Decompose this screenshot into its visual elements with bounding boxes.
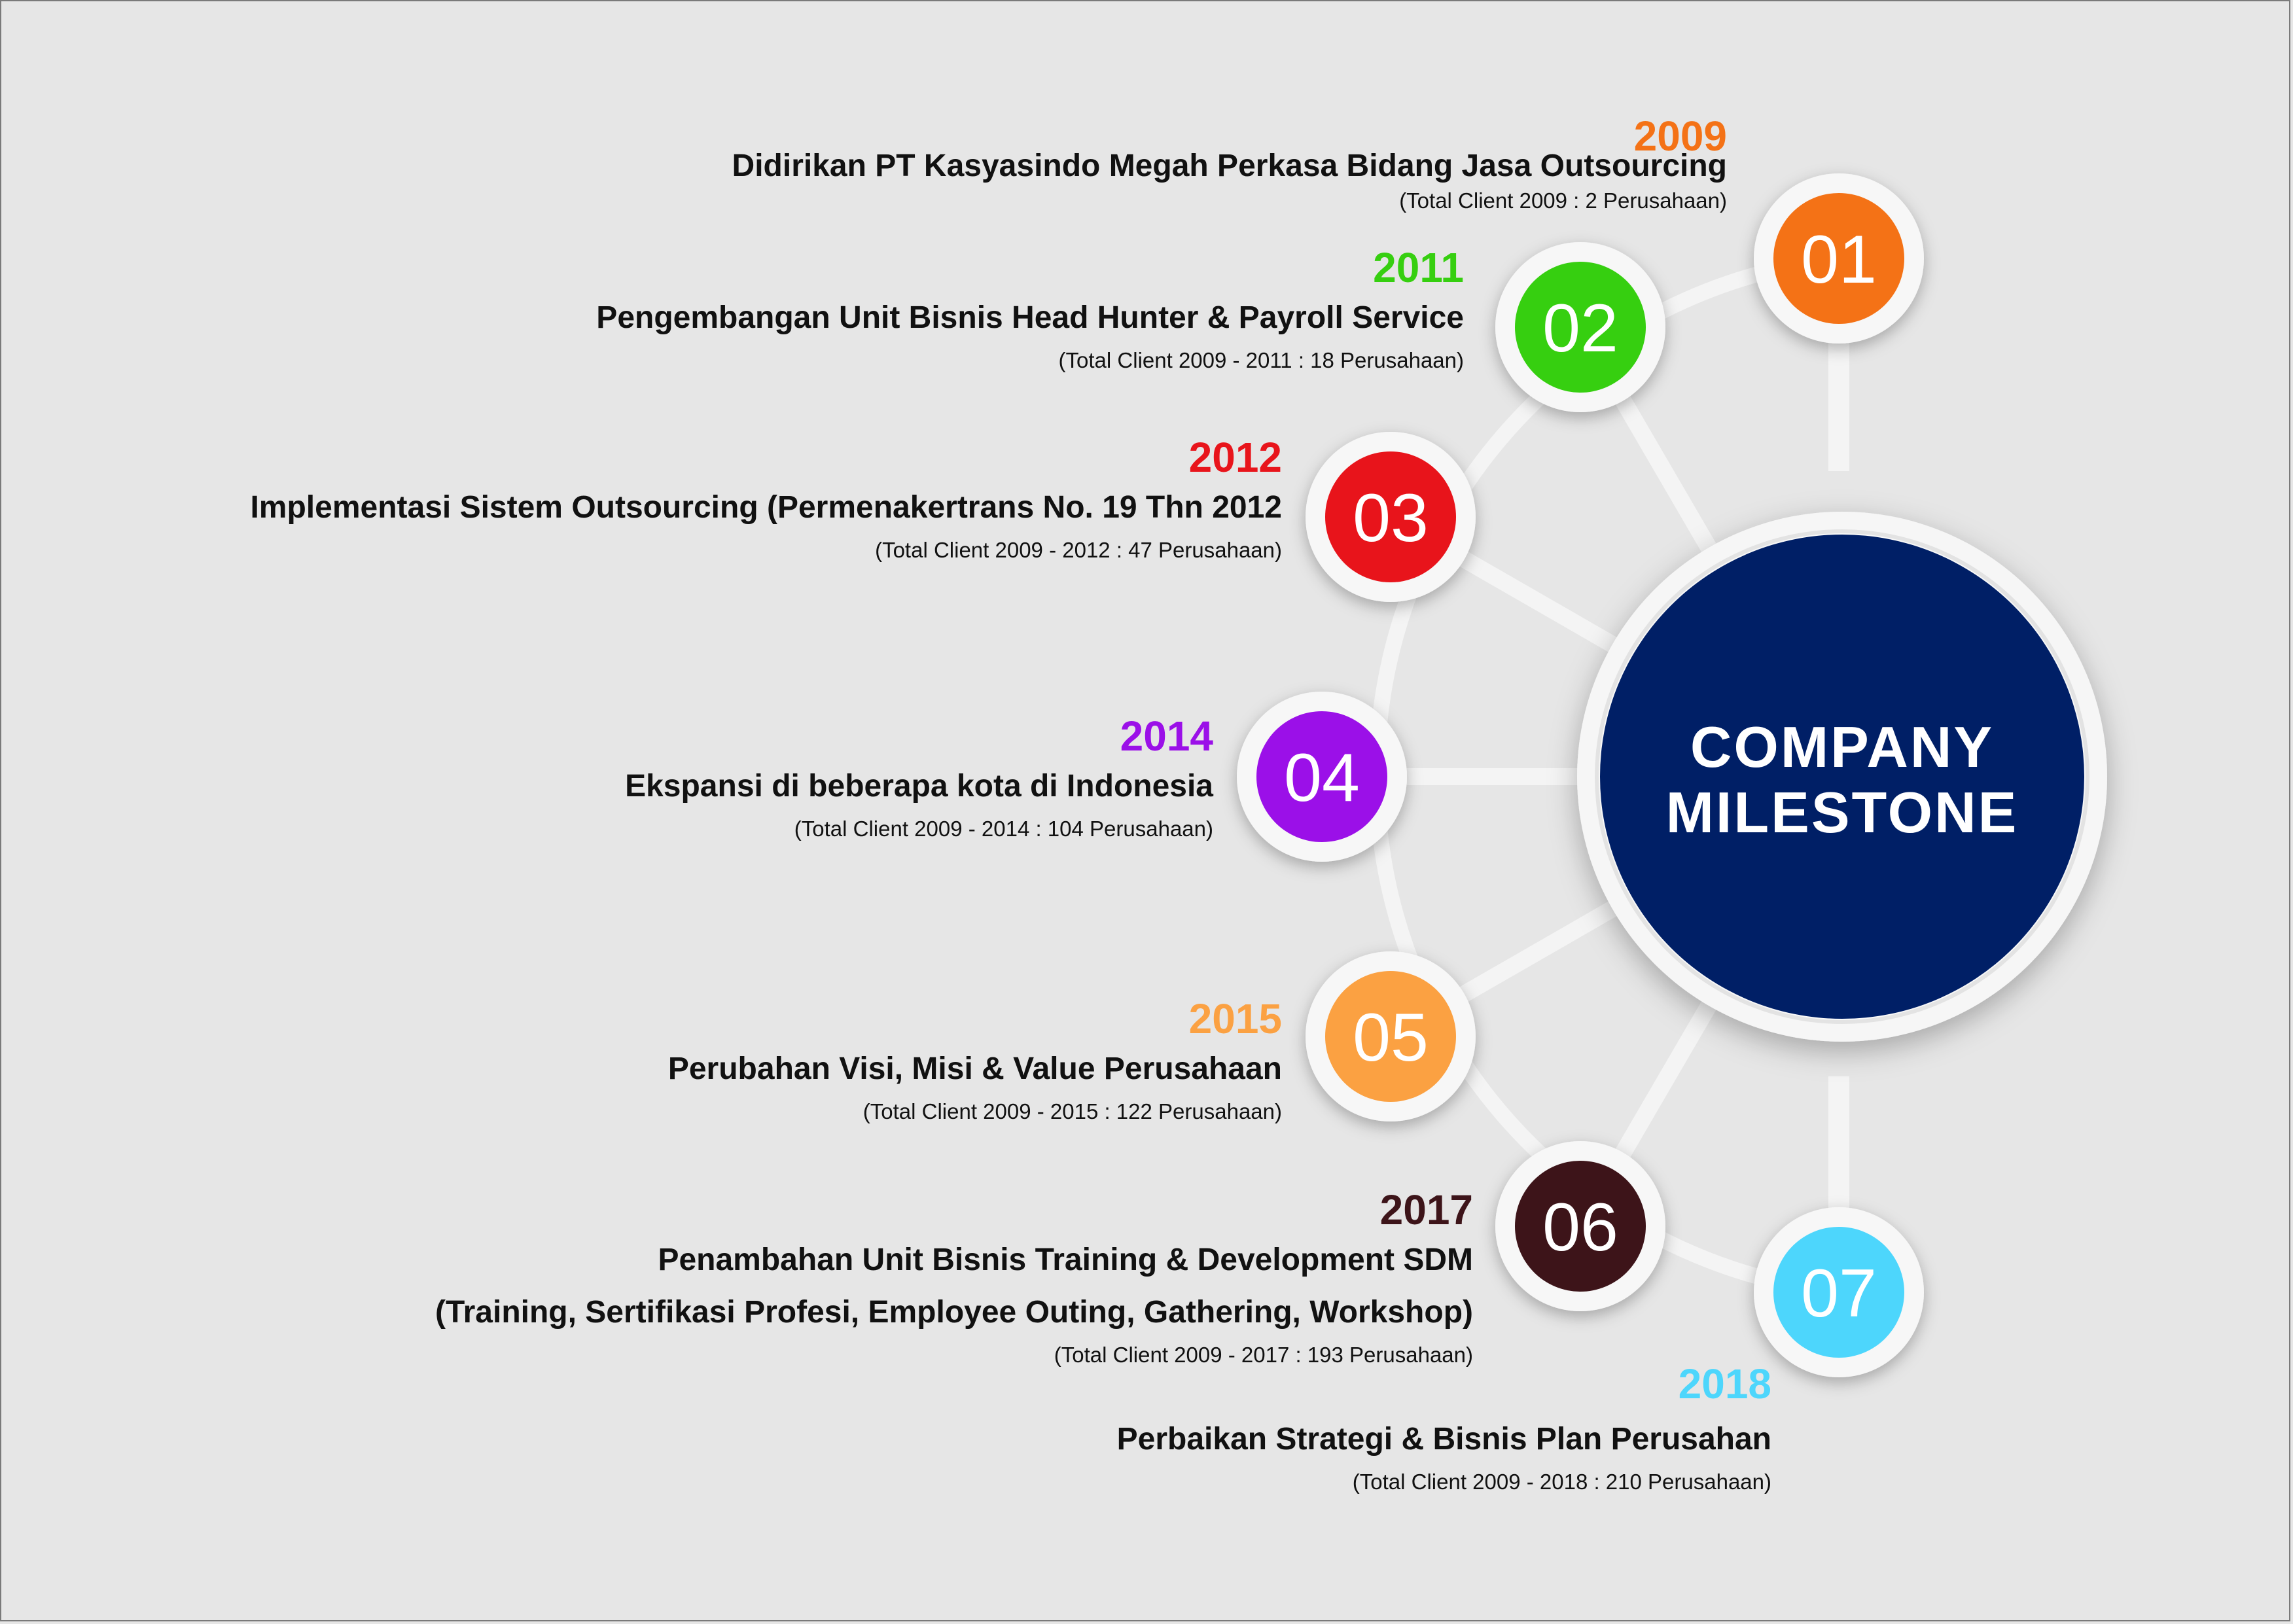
milestone-description-detail: (Training, Sertifikasi Profesi, Employee… [435, 1295, 1473, 1330]
client-total: (Total Client 2009 - 2012 : 47 Perusahaa… [875, 538, 1282, 562]
node-number: 07 [1801, 1256, 1877, 1332]
year-label: 2014 [1120, 713, 1213, 760]
client-total: (Total Client 2009 : 2 Perusahaan) [1399, 188, 1727, 213]
center-circle [1600, 535, 2084, 1019]
node-circle [1773, 193, 1904, 324]
year-label: 2009 [1633, 113, 1727, 160]
client-total: (Total Client 2009 - 2015 : 122 Perusaha… [862, 1099, 1282, 1123]
node-circle [1515, 1161, 1646, 1292]
milestone-entry-03: 2012 Implementasi Sistem Outsourcing (Pe… [250, 433, 1282, 567]
node-number: 06 [1542, 1190, 1618, 1265]
node-circle [1325, 971, 1456, 1102]
node-02: 02 [1495, 242, 1665, 412]
milestone-entry-06: 2017 Penambahan Unit Bisnis Training & D… [435, 1186, 1473, 1371]
node-07: 07 [1754, 1207, 1924, 1377]
year-label: 2011 [1373, 244, 1464, 291]
node-number: 05 [1353, 1000, 1429, 1076]
milestone-description: Ekspansi di beberapa kota di Indonesia [625, 769, 1213, 803]
client-total: (Total Client 2009 - 2011 : 18 Perusahaa… [1058, 348, 1464, 372]
client-total: (Total Client 2009 - 2014 : 104 Perusaha… [794, 817, 1213, 841]
year-label: 2015 [1188, 995, 1282, 1042]
milestone-entry-04: 2014 Ekspansi di beberapa kota di Indone… [625, 712, 1213, 845]
year-label: 2018 [1678, 1360, 1771, 1407]
milestone-entry-02: 2011 Pengembangan Unit Bisnis Head Hunte… [596, 243, 1464, 377]
year-label: 2012 [1188, 434, 1282, 481]
milestone-description: Perbaikan Strategi & Bisnis Plan Perusah… [1116, 1422, 1771, 1456]
milestone-description: Implementasi Sistem Outsourcing (Permena… [250, 490, 1282, 525]
node-number: 03 [1353, 480, 1429, 556]
client-total: (Total Client 2009 - 2018 : 210 Perusaha… [1352, 1470, 1771, 1494]
node-circle [1773, 1227, 1904, 1358]
node-06: 06 [1495, 1141, 1665, 1311]
center-title-line2: MILESTONE [1666, 780, 2019, 845]
node-number: 01 [1801, 222, 1877, 298]
node-number: 04 [1284, 740, 1360, 816]
milestone-entry-07: 2018 Perbaikan Strategi & Bisnis Plan Pe… [1117, 1360, 1771, 1498]
milestone-description: Didirikan PT Kasyasindo Megah Perkasa Bi… [732, 149, 1727, 183]
node-circle [1325, 451, 1456, 582]
node-circle [1515, 262, 1646, 393]
milestone-description: Pengembangan Unit Bisnis Head Hunter & P… [596, 300, 1464, 335]
client-total: (Total Client 2009 - 2017 : 193 Perusaha… [1054, 1343, 1473, 1367]
node-05: 05 [1306, 951, 1476, 1121]
milestone-nodes: 01 02 03 04 05 06 07 [1237, 173, 1924, 1377]
milestone-description: Perubahan Visi, Misi & Value Perusahaan [667, 1051, 1282, 1086]
center-title-line1: COMPANY [1690, 715, 1994, 779]
milestone-entry-05: 2015 Perubahan Visi, Misi & Value Perusa… [668, 995, 1282, 1128]
node-01: 01 [1754, 173, 1924, 344]
milestone-entry-01: 2009 Didirikan PT Kasyasindo Megah Perka… [732, 110, 1727, 217]
node-03: 03 [1306, 432, 1476, 602]
node-04: 04 [1237, 692, 1407, 862]
milestone-description: Penambahan Unit Bisnis Training & Develo… [658, 1243, 1473, 1277]
node-number: 02 [1542, 291, 1618, 366]
node-circle [1256, 711, 1387, 842]
year-label: 2017 [1379, 1186, 1473, 1233]
